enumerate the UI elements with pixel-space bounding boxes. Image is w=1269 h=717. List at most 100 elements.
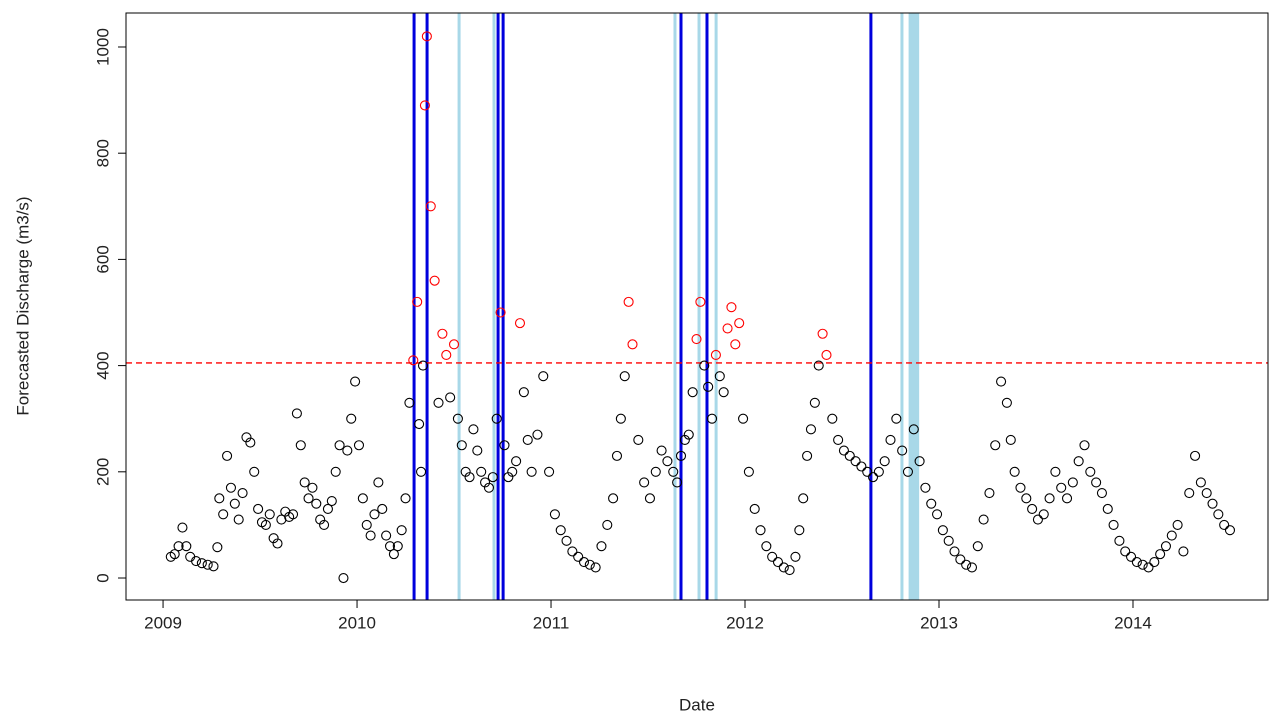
point [303,493,314,504]
point [299,477,310,488]
point [460,466,471,477]
point [856,461,867,472]
point [522,434,533,445]
point [202,559,213,570]
point [961,559,972,570]
point [761,541,772,552]
point [555,525,566,536]
point [1224,525,1236,536]
point [173,541,184,552]
point [955,554,966,565]
point [388,549,399,560]
point [1155,549,1166,560]
point [838,445,849,456]
point [714,371,725,382]
point [619,371,630,382]
point [1073,456,1084,467]
point [1102,503,1113,515]
y-tick-label: 400 [93,351,112,379]
point [1125,551,1137,562]
point [404,397,415,408]
point [573,551,584,562]
point [784,564,795,576]
point [902,466,914,477]
point [1067,477,1078,488]
point [798,493,809,504]
point [322,503,333,515]
point [472,445,483,456]
point [1108,519,1119,530]
point [384,541,396,552]
point [608,493,619,504]
point [656,445,667,456]
point [897,445,908,456]
point [1027,503,1038,515]
point [710,349,721,361]
point [932,509,943,520]
point [602,519,613,530]
point [499,440,510,451]
point [778,562,789,573]
point [809,397,820,408]
point [596,541,607,552]
point [749,503,760,515]
x-tick-label: 2010 [338,613,376,632]
point [1005,434,1016,445]
point [526,466,537,477]
point [346,413,357,424]
point [1079,440,1090,451]
x-tick-label: 2009 [144,613,182,632]
y-tick-label: 800 [93,139,112,167]
point [730,339,741,350]
point [633,434,644,445]
point [437,328,448,339]
point [1001,397,1012,408]
point [480,477,491,488]
point [1038,509,1049,520]
point [996,376,1007,387]
point [229,498,240,509]
point [990,440,1001,451]
point [817,328,828,339]
point [456,440,467,451]
point [1178,546,1189,557]
point [169,549,180,560]
point [1015,482,1026,493]
point [1061,493,1073,504]
y-tick-label: 1000 [93,28,112,66]
point [544,466,555,477]
point [722,323,733,334]
point [1143,562,1154,573]
point [417,360,429,371]
point [483,482,494,493]
point [233,514,244,525]
point [844,450,855,461]
point [222,450,233,461]
point [369,509,380,520]
point [850,456,861,467]
point [1032,514,1043,525]
point [1160,541,1172,552]
point [392,541,403,552]
x-axis-title: Date [679,695,715,714]
point [245,437,256,448]
y-tick-label: 200 [93,458,112,486]
point [268,533,279,544]
point [214,493,225,504]
point [755,525,766,536]
point [937,525,948,536]
point [487,472,498,483]
point [926,498,937,509]
point [691,334,702,345]
point [408,355,419,366]
point [1137,559,1148,570]
point [264,509,275,520]
point [414,418,425,430]
point [873,466,884,477]
point [1009,466,1020,477]
point [802,450,813,461]
point [611,450,623,461]
point [972,541,983,552]
point [225,482,236,493]
point [315,514,326,525]
